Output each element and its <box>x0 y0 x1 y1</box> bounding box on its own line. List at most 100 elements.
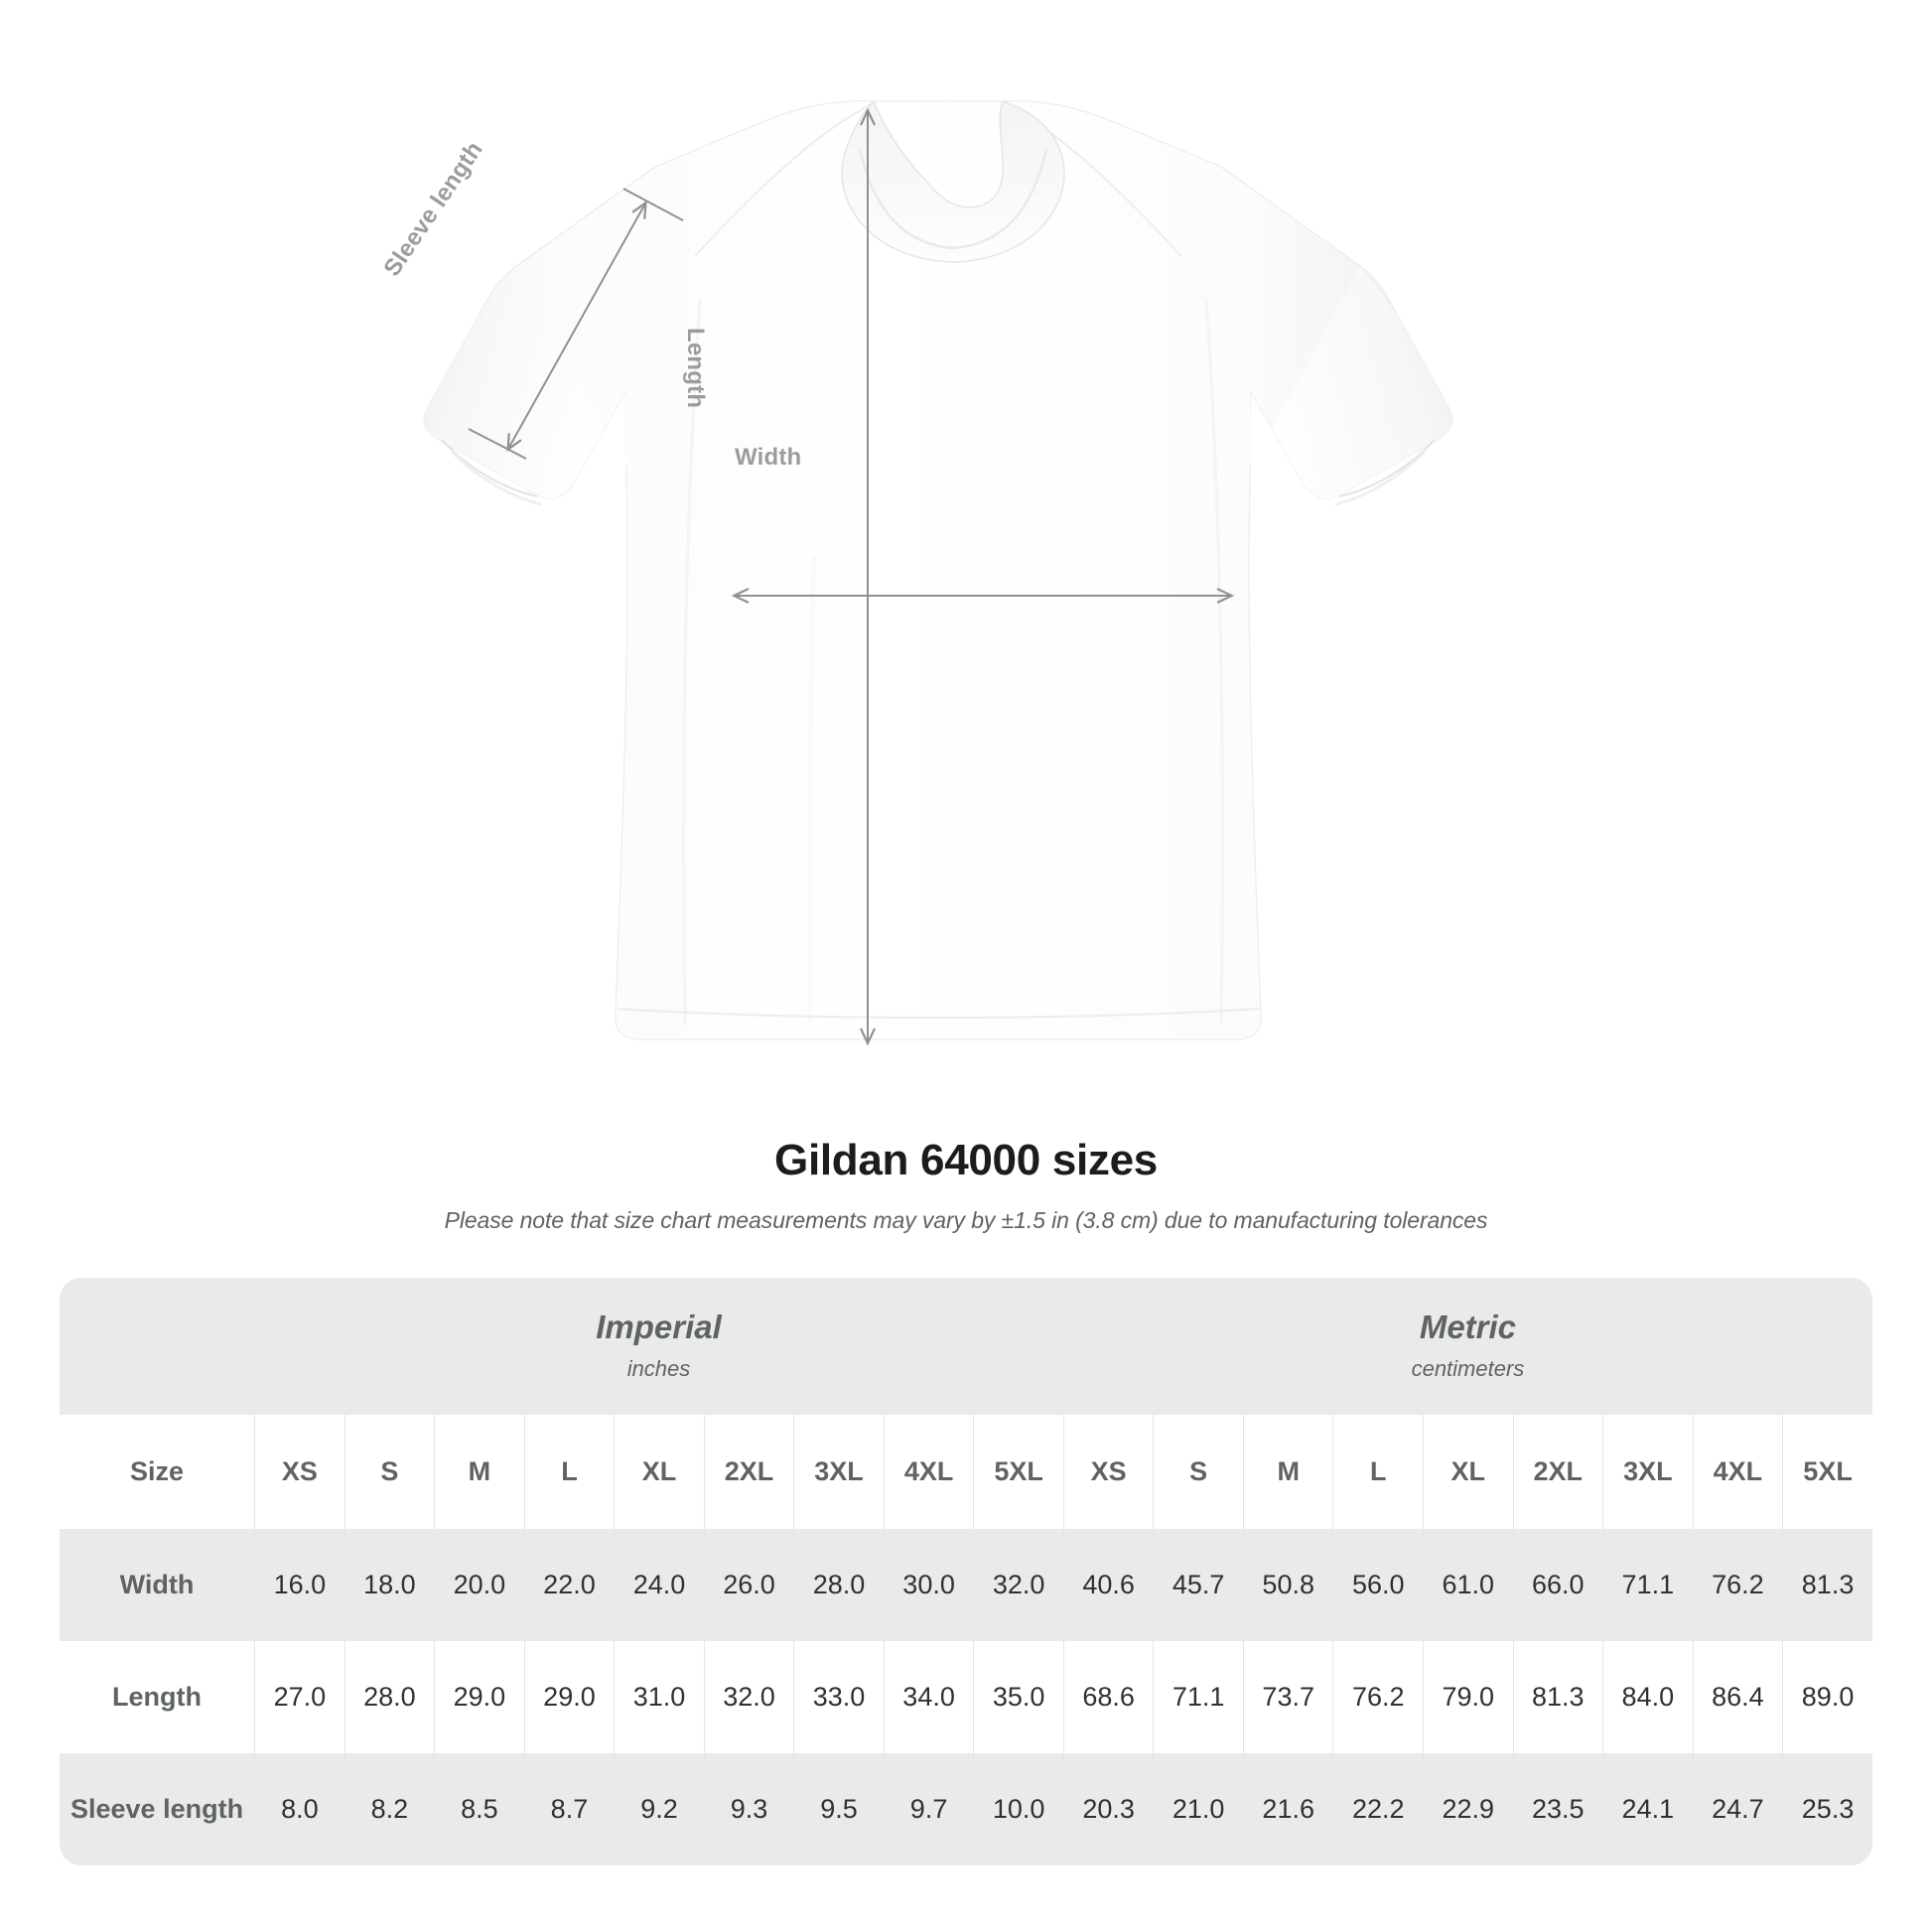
tolerance-note: Please note that size chart measurements… <box>444 1207 1488 1233</box>
column-header-2xl: 2XL <box>703 1415 794 1529</box>
column-header-xs: XS <box>1062 1415 1154 1529</box>
table-row: Sleeve length 8.0 8.2 8.5 8.7 9.2 9.3 9.5 9.7 10.… <box>60 1753 1872 1865</box>
cell-value: 9.7 <box>883 1753 974 1865</box>
cell-value: 24.0 <box>614 1529 704 1641</box>
cell-value: 31.0 <box>614 1641 704 1753</box>
cell-value: 8.7 <box>523 1753 615 1865</box>
row-label-length: Length <box>60 1641 255 1753</box>
column-header-xl: XL <box>1423 1415 1513 1529</box>
cell-value: 21.6 <box>1242 1753 1333 1865</box>
tshirt-diagram: Sleeve length Length Width <box>378 99 1453 1102</box>
cell-value: 89.0 <box>1782 1641 1872 1753</box>
cell-value: 24.1 <box>1602 1753 1693 1865</box>
unit-section-row: Imperial inches Metric centimeters <box>60 1278 1872 1415</box>
cell-value: 9.3 <box>703 1753 794 1865</box>
size-table: Imperial inches Metric centimeters Size XS S M L… <box>60 1278 1872 1865</box>
cell-value: 45.7 <box>1153 1529 1243 1641</box>
column-header-4xl: 4XL <box>883 1415 974 1529</box>
cell-value: 61.0 <box>1423 1529 1513 1641</box>
row-label-sleeve-length: Sleeve length <box>60 1753 255 1865</box>
cell-value: 22.2 <box>1332 1753 1423 1865</box>
cell-value: 56.0 <box>1332 1529 1423 1641</box>
column-header-m: M <box>434 1415 524 1529</box>
cell-value: 71.1 <box>1602 1529 1693 1641</box>
column-header-5xl: 5XL <box>973 1415 1063 1529</box>
cell-value: 76.2 <box>1692 1529 1783 1641</box>
cell-value: 81.3 <box>1782 1529 1872 1641</box>
cell-value: 28.0 <box>344 1641 435 1753</box>
chart-header: Gildan 64000 sizes Please note that size… <box>0 1136 1932 1234</box>
table-row: Width 16.0 18.0 20.0 22.0 24.0 26.0 28.0 30.0 32.… <box>60 1529 1872 1641</box>
unit-section-metric: Metric centimeters <box>1062 1278 1872 1415</box>
column-header-xl: XL <box>614 1415 704 1529</box>
row-label-width: Width <box>60 1529 255 1641</box>
unit-section-subtitle: inches <box>626 1356 691 1381</box>
column-header-s: S <box>344 1415 435 1529</box>
cell-value: 40.6 <box>1062 1529 1154 1641</box>
tshirt-illustration <box>423 99 1453 1102</box>
collar-shape <box>841 99 1065 263</box>
unit-section-subtitle: centimeters <box>1411 1356 1525 1381</box>
cell-value: 22.0 <box>523 1529 615 1641</box>
sleeve-arrow-cap-top <box>622 188 684 221</box>
column-header-3xl: 3XL <box>793 1415 884 1529</box>
cell-value: 79.0 <box>1423 1641 1513 1753</box>
width-label: Width <box>735 444 802 471</box>
column-header-2xl: 2XL <box>1512 1415 1603 1529</box>
cell-value: 23.5 <box>1512 1753 1603 1865</box>
column-header-4xl: 4XL <box>1692 1415 1783 1529</box>
right-sleeve-shade <box>1249 266 1452 499</box>
cell-value: 68.6 <box>1062 1641 1154 1753</box>
sleeve-arrow <box>508 204 645 449</box>
unit-section-name: Metric <box>1419 1309 1517 1345</box>
column-header-xs: XS <box>254 1415 345 1529</box>
column-header-l: L <box>523 1415 615 1529</box>
cell-value: 86.4 <box>1692 1641 1783 1753</box>
cell-value: 66.0 <box>1512 1529 1603 1641</box>
size-table-wrapper: Imperial inches Metric centimeters Size XS S M L… <box>60 1278 1872 1865</box>
cell-value: 18.0 <box>344 1529 435 1641</box>
sleeve-arrow-cap-bottom <box>468 428 527 460</box>
cell-value: 25.3 <box>1782 1753 1872 1865</box>
cell-value: 16.0 <box>254 1529 345 1641</box>
column-header-s: S <box>1153 1415 1243 1529</box>
column-header-m: M <box>1242 1415 1333 1529</box>
cell-value: 35.0 <box>973 1641 1063 1753</box>
cell-value: 8.2 <box>344 1753 435 1865</box>
cell-value: 32.0 <box>703 1641 794 1753</box>
cell-value: 9.2 <box>614 1753 704 1865</box>
cell-value: 8.5 <box>434 1753 524 1865</box>
cell-value: 10.0 <box>973 1753 1063 1865</box>
cell-value: 73.7 <box>1242 1641 1333 1753</box>
cell-value: 32.0 <box>973 1529 1063 1641</box>
cell-value: 27.0 <box>254 1641 345 1753</box>
cell-value: 76.2 <box>1332 1641 1423 1753</box>
table-header-row: Size XS S M L XL 2XL 3XL 4XL 5XL XS S M L XL 2XL 3XL 4XL 5… <box>60 1415 1872 1529</box>
cell-value: 28.0 <box>793 1529 884 1641</box>
cell-value: 22.9 <box>1423 1753 1513 1865</box>
cell-value: 29.0 <box>523 1641 615 1753</box>
cell-value: 20.3 <box>1062 1753 1154 1865</box>
cell-value: 8.0 <box>254 1753 345 1865</box>
cell-value: 33.0 <box>793 1641 884 1753</box>
column-header-l: L <box>1332 1415 1423 1529</box>
unit-section-imperial: Imperial inches <box>254 1278 1063 1415</box>
page-title: Gildan 64000 sizes <box>774 1136 1158 1184</box>
cell-value: 26.0 <box>703 1529 794 1641</box>
tshirt-stage: Sleeve length Length Width <box>378 99 1453 1102</box>
cell-value: 20.0 <box>434 1529 524 1641</box>
cell-value: 84.0 <box>1602 1641 1693 1753</box>
size-column-label: Size <box>60 1415 255 1529</box>
column-header-5xl: 5XL <box>1782 1415 1872 1529</box>
unit-section-name: Imperial <box>596 1309 722 1345</box>
length-label: Length <box>682 328 709 409</box>
column-header-3xl: 3XL <box>1602 1415 1693 1529</box>
cell-value: 29.0 <box>434 1641 524 1753</box>
cell-value: 21.0 <box>1153 1753 1243 1865</box>
cell-value: 9.5 <box>793 1753 884 1865</box>
cell-value: 81.3 <box>1512 1641 1603 1753</box>
cell-value: 71.1 <box>1153 1641 1243 1753</box>
cell-value: 50.8 <box>1242 1529 1333 1641</box>
cell-value: 34.0 <box>883 1641 974 1753</box>
cell-value: 24.7 <box>1692 1753 1783 1865</box>
